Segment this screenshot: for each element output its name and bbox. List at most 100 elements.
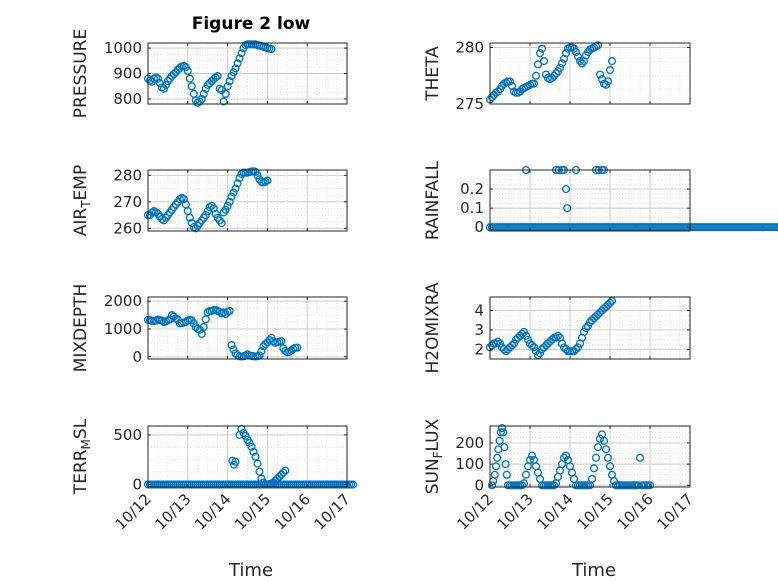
- data-point: [225, 77, 234, 86]
- data-point: [231, 457, 240, 466]
- data-point: [603, 453, 613, 462]
- data-point: [593, 41, 603, 50]
- data-point: [507, 341, 517, 350]
- data-point: [605, 66, 615, 75]
- data-point: [509, 339, 519, 348]
- data-point: [293, 343, 302, 352]
- y-tick-label: 900: [113, 65, 142, 83]
- data-point: [589, 464, 599, 473]
- data-point: [497, 424, 507, 433]
- data-series: [487, 424, 655, 490]
- data-series: [143, 306, 302, 361]
- data-point: [593, 443, 603, 452]
- data-point: [187, 82, 196, 91]
- data-point: [279, 468, 288, 477]
- data-point: [561, 451, 571, 460]
- data-point: [205, 203, 214, 212]
- y-tick-label: 0.1: [460, 199, 484, 217]
- data-point: [521, 331, 531, 340]
- data-point: [213, 71, 222, 81]
- data-point: [537, 44, 547, 53]
- data-point: [523, 335, 533, 344]
- data-point: [177, 193, 186, 202]
- data-point: [229, 188, 238, 197]
- axes-box: [489, 296, 691, 360]
- data-point: [549, 481, 559, 490]
- x-tick-label: 10/14: [191, 490, 234, 533]
- data-point: [199, 89, 208, 98]
- y-tick-label: 200: [455, 434, 484, 452]
- data-series: [485, 296, 617, 360]
- data-point: [501, 460, 510, 469]
- subplot-theta: 275 280 THETA: [423, 39, 691, 113]
- data-point: [487, 481, 497, 490]
- y-tick-label: 0.2: [460, 180, 484, 198]
- data-point: [577, 59, 587, 68]
- data-point: [561, 185, 571, 194]
- data-point: [151, 73, 161, 82]
- data-point: [231, 64, 240, 73]
- x-tick-label: 10/16: [614, 490, 657, 533]
- data-point: [571, 47, 581, 57]
- data-point: [551, 69, 561, 78]
- data-point: [527, 451, 537, 460]
- data-point: [255, 467, 264, 476]
- data-point: [561, 49, 571, 58]
- data-point: [175, 63, 184, 72]
- data-point: [505, 77, 515, 86]
- x-tick-label: 10/13: [151, 490, 194, 533]
- data-point: [547, 73, 557, 83]
- x-tick-label: 10/14: [534, 490, 577, 533]
- data-point: [219, 97, 228, 106]
- x-tick-label: 10/15: [231, 490, 274, 533]
- y-axis-label: H2OMIXRA: [423, 282, 443, 373]
- data-point: [161, 80, 170, 89]
- y-axis-label: MIXDEPTH: [71, 284, 91, 373]
- y-tick-label: 3: [474, 321, 484, 339]
- data-point: [223, 201, 232, 210]
- x-axis-label-left: Time: [228, 560, 273, 581]
- data-point: [553, 331, 563, 340]
- axes-box: [147, 169, 348, 232]
- y-axis-label: THETA: [423, 46, 443, 102]
- y-tick-label: 4: [474, 302, 484, 320]
- data-point: [493, 453, 502, 462]
- data-point: [181, 63, 190, 72]
- data-series: [143, 424, 358, 489]
- y-tick-label: 270: [113, 193, 142, 211]
- data-point: [633, 481, 643, 490]
- data-point: [517, 481, 527, 490]
- data-point: [531, 71, 541, 80]
- data-series: [143, 167, 272, 233]
- axes-box: [489, 42, 691, 105]
- data-point: [191, 323, 200, 332]
- data-point: [153, 74, 163, 83]
- data-point: [601, 445, 611, 454]
- data-point: [549, 71, 559, 80]
- data-point: [157, 316, 166, 325]
- data-point: [269, 337, 278, 346]
- data-point: [169, 69, 178, 79]
- data-point: [527, 341, 537, 350]
- data-point: [183, 66, 192, 76]
- data-point: [517, 329, 527, 338]
- data-point: [201, 211, 210, 220]
- axes-box: [489, 169, 691, 232]
- data-point: [573, 52, 583, 61]
- subplot-h2omixra: 234 H2OMIXRA: [423, 282, 691, 374]
- data-point: [595, 434, 605, 443]
- data-point: [189, 222, 198, 232]
- data-point: [227, 192, 236, 201]
- data-point: [189, 319, 198, 328]
- y-axis-label: RAINFALL: [423, 160, 443, 240]
- data-point: [635, 453, 645, 462]
- subplot-sun-flux: 0 100 200 SUNFLUX 10/1210/1310/1410/1510/161…: [423, 418, 697, 533]
- data-point: [249, 447, 258, 456]
- figure-title: Figure 2 low: [192, 14, 311, 34]
- data-point: [495, 436, 504, 445]
- data-point: [251, 452, 260, 461]
- data-point: [235, 173, 244, 183]
- data-point: [579, 327, 589, 336]
- data-point: [607, 57, 617, 66]
- data-point: [551, 333, 561, 342]
